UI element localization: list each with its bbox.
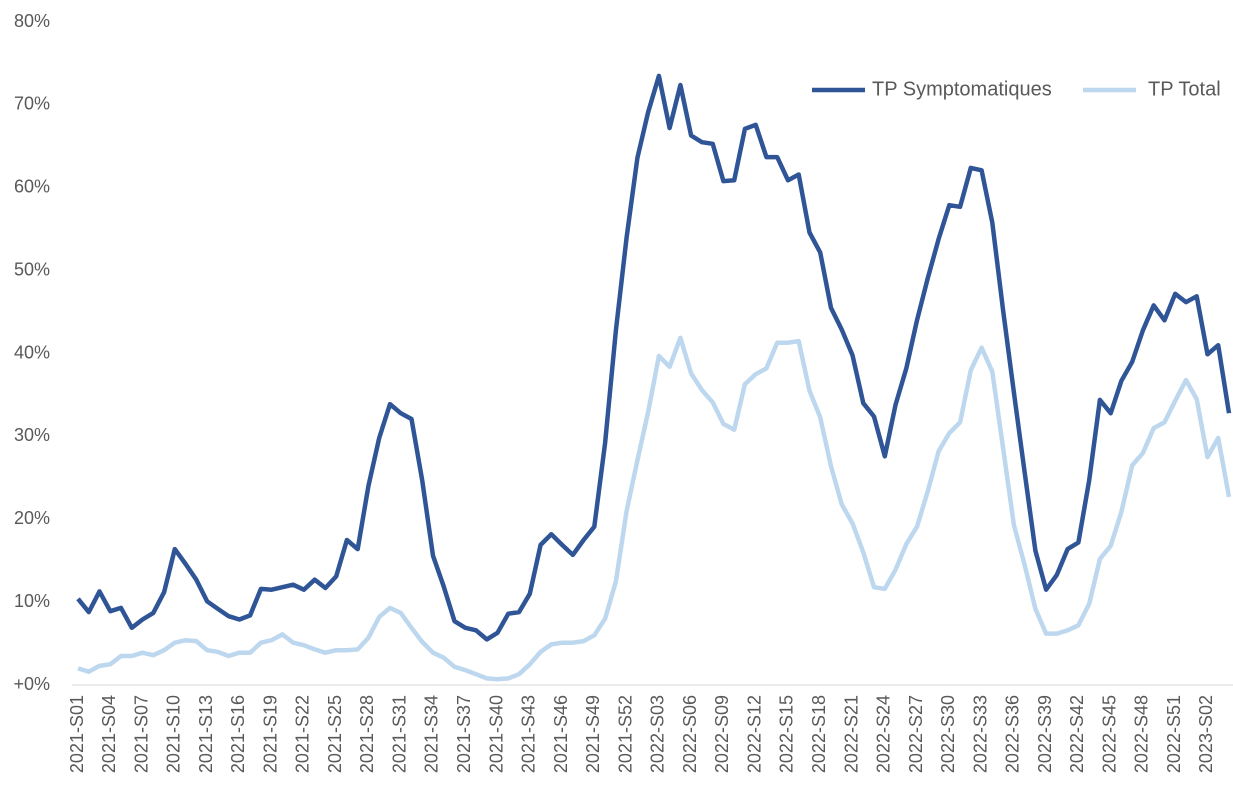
y-tick-label: 40%	[14, 342, 50, 362]
x-tick-label: 2021-S04	[99, 695, 119, 773]
x-tick-label: 2022-S15	[777, 695, 797, 773]
x-tick-label: 2021-S40	[486, 695, 506, 773]
x-tick-label: 2021-S16	[228, 695, 248, 773]
x-tick-label: 2022-S27	[906, 695, 926, 773]
x-tick-label: 2022-S45	[1099, 695, 1119, 773]
y-tick-label: 70%	[14, 94, 50, 114]
x-tick-label: 2021-S07	[131, 695, 151, 773]
x-tick-label: 2022-S30	[938, 695, 958, 773]
x-tick-label: 2021-S49	[583, 695, 603, 773]
y-tick-label: 20%	[14, 508, 50, 528]
y-tick-label: 30%	[14, 425, 50, 445]
x-tick-label: 2021-S01	[67, 695, 87, 773]
x-tick-label: 2021-S10	[164, 695, 184, 773]
x-tick-label: 2021-S31	[389, 695, 409, 773]
x-tick-label: 2021-S46	[551, 695, 571, 773]
x-tick-label: 2022-S09	[712, 695, 732, 773]
x-tick-label: 2021-S13	[196, 695, 216, 773]
x-tick-label: 2022-S36	[1003, 695, 1023, 773]
x-tick-label: 2021-S28	[357, 695, 377, 773]
series-line	[77, 335, 1232, 682]
y-tick-label: 50%	[14, 259, 50, 279]
x-tick-label: 2022-S03	[648, 695, 668, 773]
y-tick-label: 10%	[14, 591, 50, 611]
x-tick-label: 2022-S51	[1164, 695, 1184, 773]
y-tick-label: +0%	[13, 674, 50, 694]
legend-label: TP Total	[1148, 78, 1221, 100]
x-tick-label: 2022-S18	[809, 695, 829, 773]
x-tick-label: 2022-S21	[841, 695, 861, 773]
x-tick-label: 2022-S48	[1132, 695, 1152, 773]
x-tick-label: 2021-S52	[615, 695, 635, 773]
x-tick-label: 2021-S37	[454, 695, 474, 773]
y-tick-label: 60%	[14, 177, 50, 197]
x-tick-label: 2022-S06	[680, 695, 700, 773]
legend-label: TP Symptomatiques	[872, 78, 1052, 100]
x-tick-label: 2022-S12	[744, 695, 764, 773]
x-tick-label: 2021-S43	[519, 695, 539, 773]
y-tick-label: 80%	[14, 11, 50, 31]
x-tick-label: 2021-S25	[325, 695, 345, 773]
x-tick-label: 2022-S24	[874, 695, 894, 773]
x-tick-label: 2022-S39	[1035, 695, 1055, 773]
x-tick-label: 2023-S02	[1196, 695, 1216, 773]
x-tick-label: 2022-S33	[970, 695, 990, 773]
x-tick-label: 2022-S42	[1067, 695, 1087, 773]
series-line	[76, 73, 1232, 642]
x-tick-label: 2021-S34	[422, 695, 442, 773]
x-tick-label: 2021-S19	[260, 695, 280, 773]
x-tick-label: 2021-S22	[293, 695, 313, 773]
